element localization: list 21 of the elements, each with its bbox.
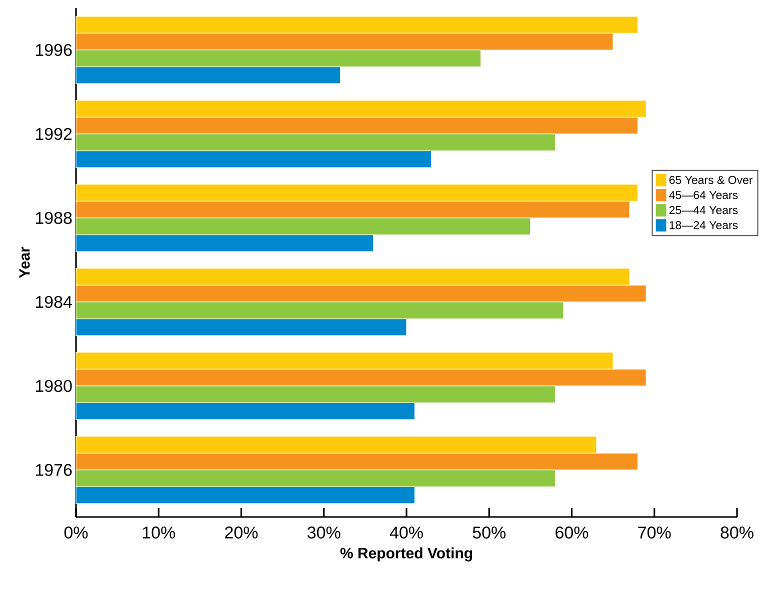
y-tick-label: 1988 [36,212,72,224]
x-axis-title: % Reported Voting [340,547,472,562]
x-tick-label: 30% [308,526,340,539]
x-tick-label: 10% [142,526,176,539]
x-tick-label: 60% [556,526,588,539]
x-tick-label: 70% [638,526,671,539]
x-tick-label: 40% [390,526,423,539]
y-tick-label: 1980 [36,380,72,392]
y-tick-label: 1976 [36,464,72,476]
legend-label: 65 Years & Over [669,176,753,184]
x-tick-label: 20% [225,526,258,539]
x-tick-label: 0% [64,526,88,539]
x-tick-label: 80% [720,526,754,539]
y-axis-title: Year [19,246,30,278]
y-tick-label: 1992 [36,128,72,140]
legend-label: 45—64 Years [669,190,738,200]
y-tick-label: 1984 [36,296,72,308]
legend-label: 18—24 Years [670,221,738,230]
x-tick-label: 50% [472,526,506,539]
legend-label: 25—44 Years [669,206,738,214]
y-tick-label: 1996 [36,44,72,56]
